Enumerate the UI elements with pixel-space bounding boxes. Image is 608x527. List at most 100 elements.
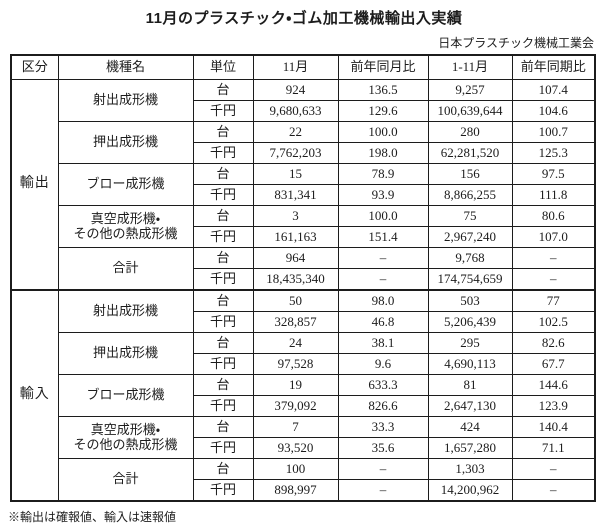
value-cell: 280: [427, 121, 513, 143]
value-cell: 5,206,439: [427, 311, 513, 333]
value-cell: 97,528: [252, 353, 339, 375]
value-cell: 7,762,203: [252, 142, 339, 164]
value-cell: –: [337, 247, 429, 269]
value-cell: 161,163: [252, 226, 339, 248]
value-cell: 100: [252, 458, 339, 480]
value-cell: 67.7: [511, 353, 596, 375]
column-header: 前年同期比: [511, 54, 596, 80]
unit-cell: 台: [192, 247, 254, 269]
value-cell: 93.9: [337, 184, 429, 206]
value-cell: 156: [427, 163, 513, 185]
unit-cell: 台: [192, 79, 254, 101]
value-cell: 140.4: [511, 416, 596, 438]
value-cell: 18,435,340: [252, 268, 339, 291]
value-cell: 328,857: [252, 311, 339, 333]
value-cell: 136.5: [337, 79, 429, 101]
unit-cell: 千円: [192, 353, 254, 375]
column-header: 機種名: [57, 54, 194, 80]
value-cell: 295: [427, 332, 513, 354]
unit-cell: 千円: [192, 100, 254, 122]
machine-name-cell: 合計: [57, 458, 194, 502]
machine-name-cell: 合計: [57, 247, 194, 291]
value-cell: 14,200,962: [427, 479, 513, 502]
table-row: 千円 97,528 9.6 4,690,113 67.7: [11, 353, 596, 375]
unit-cell: 台: [192, 205, 254, 227]
value-cell: 98.0: [337, 289, 429, 312]
machine-name-cell: 押出成形機: [57, 121, 194, 164]
organization-name: 日本プラスチック機械工業会: [438, 36, 594, 50]
machine-name-cell: 射出成形機: [57, 289, 194, 333]
table-body: 輸出 射出成形機台 924 136.5 9,257 107.4 千円 9,680,633 129…: [10, 79, 596, 502]
value-cell: 2,967,240: [427, 226, 513, 248]
value-cell: 1,303: [427, 458, 513, 480]
column-header: 11月: [252, 54, 339, 80]
column-header: 前年同月比: [337, 54, 429, 80]
value-cell: 9,768: [427, 247, 513, 269]
value-cell: 107.4: [511, 79, 596, 101]
value-cell: 111.8: [511, 184, 596, 206]
value-cell: 38.1: [337, 332, 429, 354]
unit-cell: 台: [192, 416, 254, 438]
value-cell: –: [511, 268, 596, 291]
unit-cell: 千円: [192, 311, 254, 333]
category-cell: 輸出: [10, 79, 59, 291]
unit-cell: 台: [192, 374, 254, 396]
value-cell: –: [511, 247, 596, 269]
value-cell: 19: [252, 374, 339, 396]
table-row: ブロー成形機台 15 78.9 156 97.5: [11, 163, 596, 206]
table-row: 千円 9,680,633 129.6 100,639,644 104.6: [11, 100, 596, 122]
value-cell: 22: [252, 121, 339, 143]
value-cell: 75: [427, 205, 513, 227]
table-row: ブロー成形機台 19 633.3 81 144.6: [11, 374, 596, 417]
value-cell: 831,341: [252, 184, 339, 206]
results-table: 区分 機種名 単位 11月 前年同月比 1-11月 前年同期比 輸出 射出成形機台 924 136…: [10, 54, 596, 502]
value-cell: 2,647,130: [427, 395, 513, 417]
value-cell: –: [511, 458, 596, 480]
value-cell: 9,680,633: [252, 100, 339, 122]
table-row: 輸入 射出成形機台 50 98.0 503 77: [10, 289, 596, 502]
value-cell: 198.0: [337, 142, 429, 164]
unit-cell: 千円: [192, 479, 254, 502]
value-cell: 125.3: [511, 142, 596, 164]
table-row: 合計台 100 –1,303–: [11, 458, 596, 502]
unit-cell: 千円: [192, 184, 254, 206]
table-row: 真空成形機・ その他の熱成形機台 7 33.3 424 140.4: [11, 416, 596, 459]
table-row: 千円 18,435,340–174,754,659–: [11, 268, 596, 291]
machine-name-cell: 真空成形機・ その他の熱成形機: [57, 205, 194, 248]
value-cell: 9.6: [337, 353, 429, 375]
value-cell: 107.0: [511, 226, 596, 248]
value-cell: 8,866,255: [427, 184, 513, 206]
value-cell: 1,657,280: [427, 437, 513, 459]
table-row: 千円 93,520 35.6 1,657,280 71.1: [11, 437, 596, 459]
table-row: 真空成形機・ その他の熱成形機台 3 100.0 75 80.6: [11, 205, 596, 248]
value-cell: –: [511, 479, 596, 502]
machine-name-cell: 真空成形機・ その他の熱成形機: [57, 416, 194, 459]
value-cell: 100.0: [337, 121, 429, 143]
column-header: 1-11月: [427, 54, 513, 80]
column-header: 単位: [192, 54, 254, 80]
value-cell: 3: [252, 205, 339, 227]
value-cell: 77: [511, 289, 596, 312]
value-cell: 15: [252, 163, 339, 185]
machine-name-cell: ブロー成形機: [57, 163, 194, 206]
value-cell: 9,257: [427, 79, 513, 101]
value-cell: 93,520: [252, 437, 339, 459]
value-cell: 100,639,644: [427, 100, 513, 122]
table-row: 千円 898,997–14,200,962–: [11, 479, 596, 502]
unit-cell: 千円: [192, 226, 254, 248]
value-cell: 379,092: [252, 395, 339, 417]
table-row: 千円 831,341 93.9 8,866,255 111.8: [11, 184, 596, 206]
unit-cell: 台: [192, 163, 254, 185]
value-cell: 62,281,520: [427, 142, 513, 164]
table-row: 合計台 964–9,768–: [11, 247, 596, 291]
value-cell: 129.6: [337, 100, 429, 122]
value-cell: 100.7: [511, 121, 596, 143]
value-cell: 50: [252, 289, 339, 312]
unit-cell: 台: [192, 289, 254, 312]
column-header: 区分: [10, 54, 59, 80]
value-cell: 123.9: [511, 395, 596, 417]
table-row: 押出成形機台 24 38.1 295 82.6: [11, 332, 596, 375]
value-cell: 33.3: [337, 416, 429, 438]
unit-cell: 台: [192, 458, 254, 480]
unit-cell: 千円: [192, 395, 254, 417]
